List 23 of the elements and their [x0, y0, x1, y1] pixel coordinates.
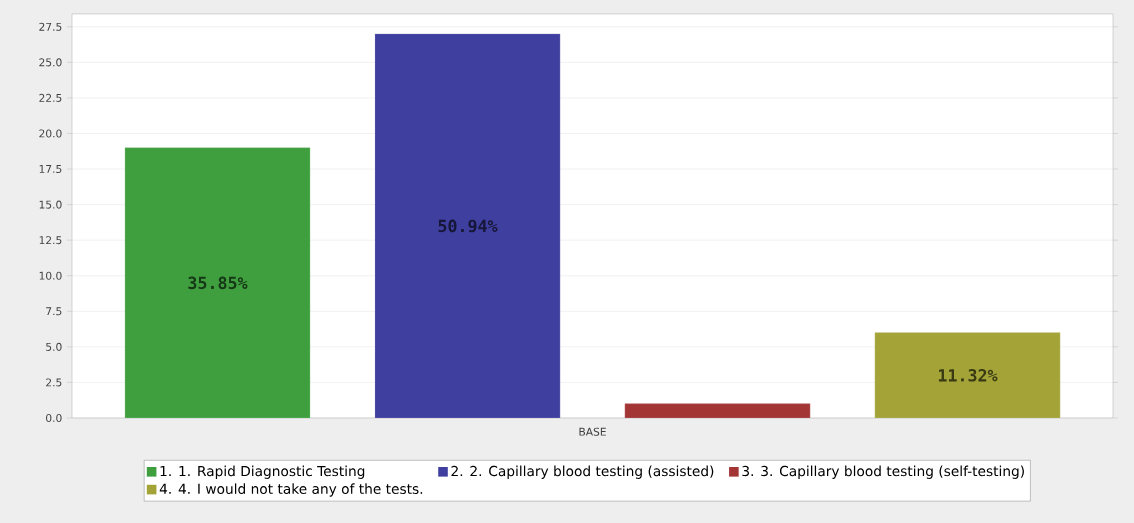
y-tick-label: 12.5	[39, 236, 62, 245]
legend-label: 1. 1. Rapid Diagnostic Testing	[160, 465, 365, 479]
y-tick-label: 10.0	[39, 271, 62, 280]
y-tick-label: 25.0	[39, 58, 62, 67]
legend-label: 3. 3. Capillary blood testing (self-testing)	[742, 465, 1024, 479]
y-tick-label: 22.5	[39, 93, 62, 102]
annotation: 50.94%	[438, 219, 498, 233]
bar	[874, 332, 1061, 418]
annotation: 11.32%	[938, 369, 998, 382]
y-tick-label: 20.0	[39, 129, 62, 138]
y-tick-label: 27.5	[39, 22, 62, 31]
y-tick-label: 15.0	[39, 200, 62, 209]
legend-label: 4. 4. I would not take any of the tests.	[159, 483, 423, 497]
y-tick-label: 5.0	[46, 342, 62, 351]
x-tick-label: BASE	[579, 427, 606, 436]
y-tick-label: 7.5	[46, 307, 62, 316]
y-tick-label: 17.5	[39, 165, 62, 173]
y-tick-label: 2.5	[46, 378, 62, 387]
annotation: 35.85%	[188, 276, 248, 290]
y-tick-label: 0.0	[46, 413, 62, 423]
bar	[374, 33, 561, 418]
legend-label: 2. 2. Capillary blood testing (assisted)	[451, 465, 714, 479]
bar	[124, 147, 311, 418]
